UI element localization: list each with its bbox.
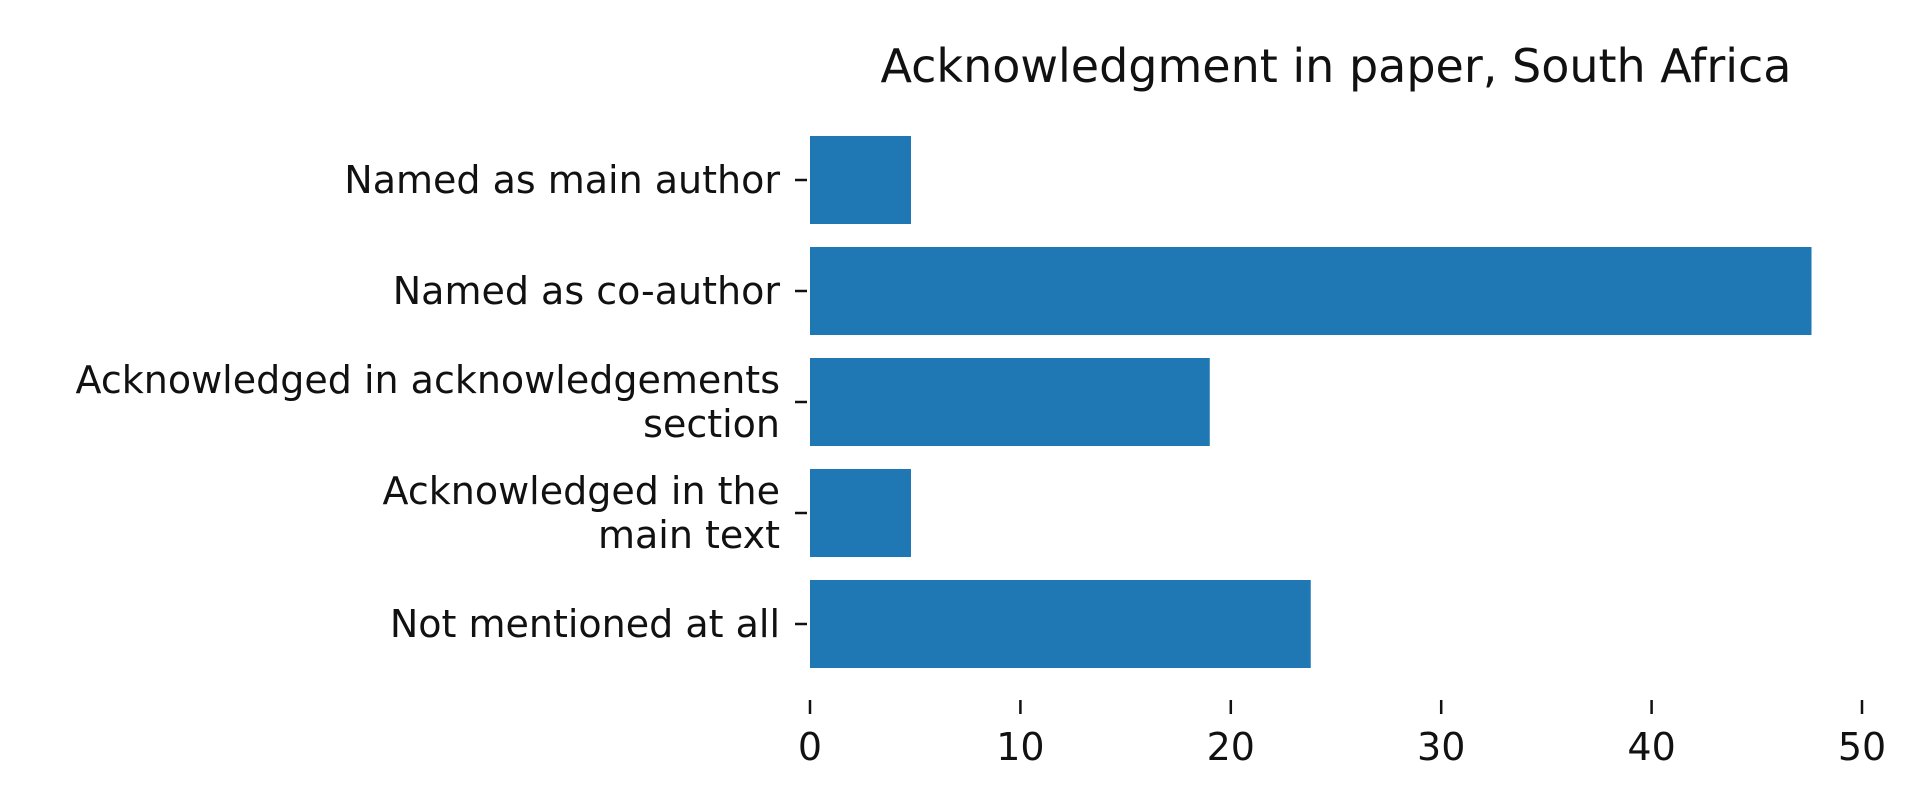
y-tick-label: Named as main author [344,158,780,202]
bar-4 [810,580,1311,668]
bar-3 [810,469,911,557]
x-tick-label: 20 [1207,725,1255,769]
x-tick-label: 10 [996,725,1044,769]
x-axis: 0 10 20 30 40 50 [798,700,1886,769]
y-tick-label: Acknowledged in acknowledgements section [76,358,780,446]
y-axis: Named as main author Named as co-author Ac… [76,158,807,646]
y-tick-label: Acknowledged in the main text [383,469,780,557]
x-tick-label: 0 [798,725,822,769]
y-tick-label: Not mentioned at all [390,602,780,646]
chart-title: Acknowledgment in paper, South Africa [880,39,1791,93]
x-tick-label: 50 [1838,725,1886,769]
bar-2 [810,358,1210,446]
x-tick-label: 30 [1417,725,1465,769]
bars-layer [810,136,1812,668]
bar-0 [810,136,911,224]
x-tick-label: 40 [1627,725,1675,769]
y-tick-label: Named as co-author [393,269,781,313]
bar-1 [810,247,1812,335]
